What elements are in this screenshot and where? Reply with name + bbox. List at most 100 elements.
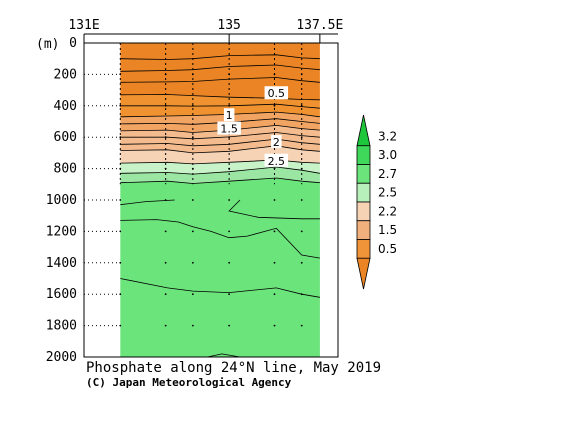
sample-dot (228, 136, 231, 139)
colorbar-segment (356, 220, 371, 240)
colorbar-label: 3.0 (378, 148, 397, 162)
y-tick-label: 1400 (46, 256, 77, 271)
sample-dot (300, 293, 303, 296)
axes (83, 33, 339, 358)
y-tick-label: 1200 (46, 224, 77, 239)
y-tick-label: 800 (54, 162, 77, 177)
x-tick-label-137-5e: 137.5E (296, 18, 343, 33)
sample-dot (164, 73, 167, 76)
x-tick-label-131e: 131E (68, 18, 99, 33)
y-tick-label: 1600 (46, 287, 77, 302)
sample-dot (300, 324, 303, 327)
sample-dot (164, 136, 167, 139)
sample-dot (191, 324, 194, 327)
contour-line (120, 54, 320, 60)
sample-dot (300, 73, 303, 76)
sample-dot (119, 324, 122, 327)
sample-dot (119, 261, 122, 264)
sample-dot (273, 167, 276, 170)
sample-dot (300, 261, 303, 264)
band-0 (120, 43, 320, 100)
sample-dot (191, 104, 194, 107)
sample-dot (273, 104, 276, 107)
sample-dot (300, 167, 303, 170)
contour-label: 0.5 (268, 87, 286, 100)
colorbar-segment (356, 239, 371, 259)
colorbar-segment (356, 201, 371, 222)
colorbar-label: 2.5 (378, 186, 397, 200)
sample-dot (164, 261, 167, 264)
sample-dot (228, 293, 231, 296)
sample-dot (273, 261, 276, 264)
contour-label-bg (271, 134, 282, 148)
sample-dot (228, 167, 231, 170)
y-tick-label: 2000 (46, 350, 77, 365)
contour-label: 2 (273, 136, 280, 149)
credit-label: (C) Japan Meteorological Agency (86, 376, 292, 389)
chart-title: Phosphate along 24°N line, May 2019 (86, 360, 381, 376)
sample-dot (300, 136, 303, 139)
contour-line (120, 219, 320, 259)
sample-dot (119, 167, 122, 170)
sample-dot (164, 230, 167, 233)
plot-area: 0.5 11.5 2 2.5 (119, 43, 320, 358)
colorbar-segment (356, 145, 371, 165)
sample-dot (164, 324, 167, 327)
sample-dot (119, 104, 122, 107)
colorbar-legend: 3.2 3.0 2.7 2.5 2.2 1.5 0.5 (356, 114, 397, 290)
band-3 (120, 125, 320, 153)
sample-dot (119, 199, 122, 201)
sample-dot (119, 73, 122, 76)
sample-dot (119, 136, 122, 139)
sample-dot (191, 167, 194, 170)
y-axis-unit-label: (m) (36, 37, 59, 52)
colorbar-label: 2.2 (378, 204, 397, 218)
sample-dot (228, 199, 231, 201)
contour-label-bg (223, 108, 235, 122)
sample-dot (191, 199, 194, 201)
contour-line (120, 166, 320, 175)
colorbar-label: 2.7 (378, 167, 397, 181)
y-tick-label: 1000 (46, 193, 77, 208)
colorbar-arrow-bottom (356, 257, 371, 290)
contour-label-bg (217, 121, 241, 135)
sample-dot (273, 230, 276, 233)
sample-dot (228, 73, 231, 76)
sample-dot (164, 167, 167, 170)
sample-dot (164, 199, 167, 201)
band-7 (120, 178, 320, 357)
y-tick-label: 600 (54, 130, 77, 145)
sample-dot (228, 104, 231, 107)
colorbar-label: 3.2 (378, 129, 397, 143)
sample-dot (273, 324, 276, 327)
sample-dot (228, 324, 231, 327)
colorbar-segment (356, 164, 371, 184)
colorbar-arrow-top (356, 114, 371, 147)
contour-line (207, 353, 241, 358)
y-tick-label: 0 (69, 36, 77, 51)
x-tick-label-135: 135 (217, 18, 240, 33)
sample-dot (273, 199, 276, 201)
contour-line (228, 199, 320, 220)
sample-dot (191, 230, 194, 233)
contour-label: 1.5 (220, 123, 238, 136)
y-tick-label: 1800 (46, 319, 77, 334)
y-tick-label: 200 (54, 67, 77, 82)
sample-dot (300, 230, 303, 233)
sample-dot (191, 73, 194, 76)
sample-dot (119, 293, 122, 296)
sample-dot (228, 261, 231, 264)
sample-dot (119, 230, 122, 233)
contour-line (120, 159, 320, 165)
sample-dot (191, 293, 194, 296)
sample-dot (273, 73, 276, 76)
sample-dot (191, 261, 194, 264)
colorbar-label: 1.5 (378, 223, 397, 237)
y-tick-labels: 0 200 400 600 800 1000 1200 1400 1600 1800 2000 (46, 36, 77, 365)
y-tick-label: 400 (54, 99, 77, 114)
sample-dot (228, 230, 231, 233)
sample-dot (164, 293, 167, 296)
contour-label: 1 (226, 109, 233, 122)
contour-label: 2.5 (268, 155, 286, 168)
sample-dot (300, 199, 303, 201)
